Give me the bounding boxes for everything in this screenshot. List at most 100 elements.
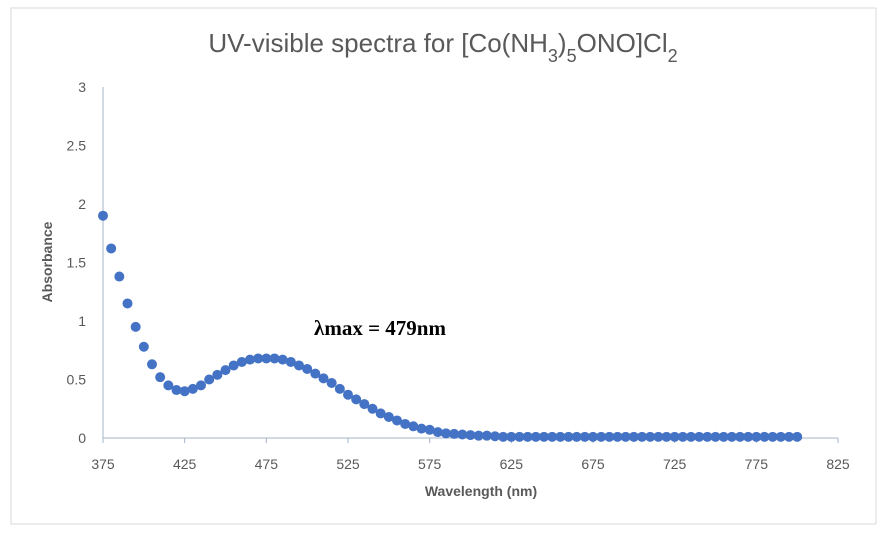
title-subscript: 2	[668, 46, 678, 66]
data-point	[334, 383, 345, 394]
data-point	[416, 423, 427, 434]
x-tick-label: 825	[826, 456, 850, 472]
data-point	[400, 418, 411, 429]
data-point	[473, 430, 484, 441]
title-subscript: 3	[548, 46, 558, 66]
y-tick-label: 1	[78, 313, 86, 329]
y-tick-label: 2.5	[67, 138, 87, 154]
data-point	[669, 431, 680, 442]
data-point	[424, 424, 435, 435]
x-tick-label: 725	[663, 456, 687, 472]
data-point	[285, 356, 296, 367]
x-tick-label: 625	[500, 456, 524, 472]
title-text: )	[558, 28, 567, 58]
data-point	[710, 431, 721, 442]
data-point	[726, 431, 737, 442]
data-point	[637, 431, 647, 442]
data-point	[694, 431, 705, 442]
data-point	[155, 372, 166, 383]
y-tick-label: 3	[78, 79, 86, 95]
data-point	[792, 431, 803, 442]
data-point	[269, 353, 280, 364]
y-tick-label: 2	[78, 196, 86, 212]
y-tick-label: 1.5	[67, 255, 87, 271]
data-point	[171, 385, 182, 396]
data-point	[514, 431, 525, 442]
data-point	[138, 341, 149, 352]
data-point	[620, 431, 631, 442]
data-point	[645, 431, 656, 442]
x-tick-label: 575	[418, 456, 442, 472]
data-point	[759, 431, 770, 442]
data-point	[359, 399, 370, 410]
data-point	[220, 365, 231, 376]
x-tick-label: 475	[255, 456, 279, 472]
data-point	[588, 431, 598, 442]
x-tick-label: 525	[336, 456, 360, 472]
data-point	[441, 428, 451, 439]
y-tick-label: 0	[78, 430, 86, 446]
data-point	[677, 431, 688, 442]
data-point	[718, 431, 729, 442]
data-point	[106, 243, 117, 254]
data-point	[277, 354, 288, 365]
data-point	[449, 428, 460, 439]
data-point	[743, 431, 754, 442]
data-point	[481, 430, 492, 441]
data-point	[351, 394, 362, 405]
data-point	[179, 386, 190, 397]
data-point	[122, 298, 133, 309]
title-text: UV-visible spectra for [Co(NH	[208, 28, 548, 58]
data-point	[204, 374, 215, 385]
data-point	[506, 431, 517, 442]
data-point	[383, 411, 394, 422]
data-point	[604, 431, 615, 442]
data-point	[343, 389, 353, 400]
data-point	[465, 430, 476, 441]
data-point	[163, 380, 174, 391]
data-point	[212, 369, 223, 380]
data-point	[702, 431, 713, 442]
data-point	[253, 353, 264, 364]
x-tick-label: 375	[91, 456, 115, 472]
data-point	[653, 431, 664, 442]
chart-frame	[10, 7, 877, 525]
data-point	[367, 403, 378, 414]
data-point	[98, 210, 108, 221]
data-point	[571, 431, 582, 442]
data-point	[628, 431, 639, 442]
y-axis-title: Absorbance	[39, 221, 55, 302]
data-point	[547, 431, 558, 442]
y-tick-label: 0.5	[67, 372, 87, 388]
data-point	[612, 431, 623, 442]
annotation: λmax = 479nm	[314, 316, 446, 340]
data-point	[530, 431, 541, 442]
data-point	[457, 429, 468, 440]
data-point	[490, 431, 500, 442]
data-point	[310, 368, 321, 379]
data-point	[228, 360, 239, 371]
data-point	[767, 431, 778, 442]
chart-title: UV-visible spectra for [Co(NH3)5ONO]Cl2	[208, 28, 677, 66]
data-point	[326, 378, 337, 389]
data-point	[563, 431, 574, 442]
data-point	[775, 431, 786, 442]
data-point	[302, 363, 313, 374]
data-point	[375, 408, 386, 419]
data-point	[555, 431, 566, 442]
x-tick-label: 675	[581, 456, 605, 472]
data-point	[498, 431, 509, 442]
x-tick-label: 775	[745, 456, 769, 472]
data-point	[147, 359, 157, 370]
data-point	[661, 431, 672, 442]
data-point	[236, 356, 247, 367]
data-point	[318, 373, 329, 384]
data-point	[784, 431, 794, 442]
data-point	[196, 380, 206, 391]
data-point	[392, 415, 402, 426]
data-point	[130, 321, 141, 332]
data-point	[522, 431, 533, 442]
data-point	[539, 431, 549, 442]
